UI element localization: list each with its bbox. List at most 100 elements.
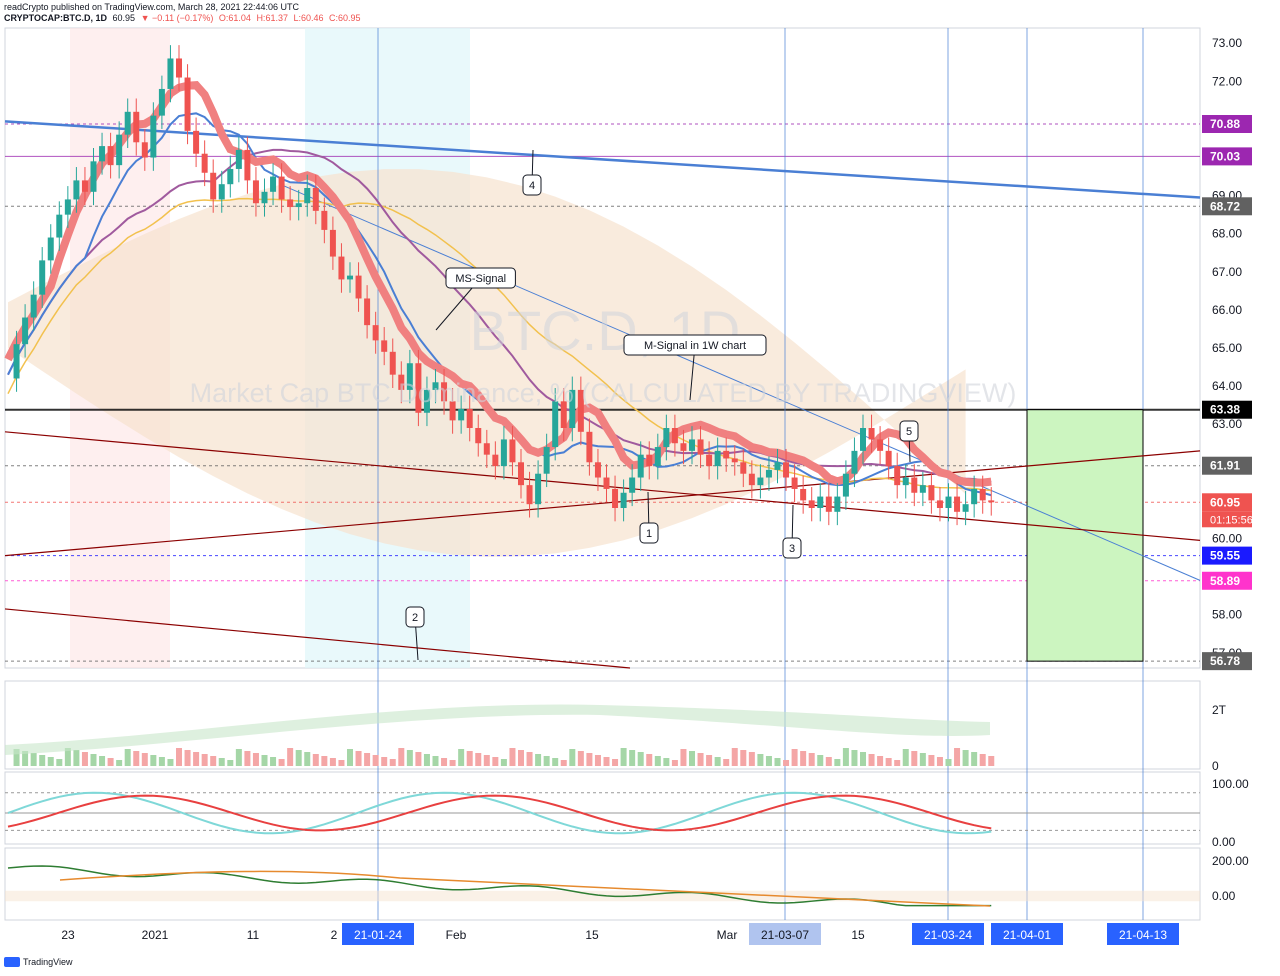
candle xyxy=(278,176,285,200)
candle xyxy=(748,473,755,486)
volume-bar xyxy=(535,754,542,766)
volume-bar xyxy=(201,754,208,766)
volume-bar xyxy=(834,759,841,766)
candle xyxy=(441,382,448,402)
candle xyxy=(860,428,866,451)
publisher-line: readCrypto published on TradingView.com,… xyxy=(4,2,300,12)
volume-bar xyxy=(518,750,524,766)
osc-line-slow xyxy=(7,794,992,832)
candle xyxy=(791,477,798,489)
volume-tick-label: 2T xyxy=(1212,703,1227,717)
price-label-bg xyxy=(1202,456,1252,475)
candle xyxy=(261,191,268,204)
volume-bar xyxy=(39,755,46,766)
volume-bar xyxy=(184,750,191,766)
volume-bar xyxy=(842,748,849,766)
volume-tick-label: 0 xyxy=(1212,759,1219,773)
candle xyxy=(518,462,524,486)
volume-bar xyxy=(73,750,80,766)
ma-purple xyxy=(7,148,992,483)
volume-bar xyxy=(791,749,798,766)
volume-bar xyxy=(954,748,961,766)
volume-bar xyxy=(971,752,978,766)
volume-bar xyxy=(227,760,234,766)
osc-tick-label: 100.00 xyxy=(1212,777,1249,791)
candle xyxy=(586,431,593,463)
volume-bar xyxy=(817,755,824,766)
volume-bar xyxy=(124,749,131,766)
price-label: 70.88 xyxy=(1210,117,1240,131)
trend-line-down xyxy=(279,183,1201,581)
candle xyxy=(569,389,576,428)
candle xyxy=(64,199,71,215)
candle xyxy=(885,450,892,467)
time-badge-label: 21-03-07 xyxy=(761,928,809,942)
candle xyxy=(167,58,174,89)
volume-bar xyxy=(851,750,858,766)
annotation-box xyxy=(899,420,919,442)
volume-bar xyxy=(483,755,490,766)
volume-bar xyxy=(543,756,550,766)
x-tick-label: Mar xyxy=(717,928,738,942)
candle xyxy=(928,485,935,501)
candle xyxy=(535,473,542,505)
candle xyxy=(22,317,29,345)
candle xyxy=(47,237,54,261)
candle xyxy=(919,485,926,493)
time-badge-bg xyxy=(749,923,821,945)
volume-bar xyxy=(868,754,875,766)
volume-bar xyxy=(757,754,764,766)
time-badge-bg xyxy=(912,923,984,945)
candle xyxy=(304,188,311,204)
symbol-line: CRYPTOCAP:BTC.D, 1D 60.95 ▼ −0.11 (−0.17… xyxy=(4,13,364,24)
price-label-bg xyxy=(1202,115,1252,133)
volume-bar xyxy=(347,749,353,766)
volume-pane xyxy=(4,680,1201,770)
volume-bar xyxy=(338,760,345,766)
candle xyxy=(954,496,961,512)
volume-bar xyxy=(398,748,405,766)
candle xyxy=(458,408,465,421)
candle xyxy=(808,500,815,508)
volume-bar xyxy=(406,750,413,766)
volume-bar xyxy=(552,758,559,766)
candle xyxy=(81,180,88,192)
volume-bar xyxy=(663,758,670,766)
volume-bar xyxy=(654,756,661,766)
candle xyxy=(295,203,302,208)
time-badge-label: 21-03-24 xyxy=(924,928,972,942)
volume-bar xyxy=(919,753,926,766)
candle xyxy=(176,58,182,78)
volume-bar xyxy=(261,755,268,766)
volume-bar xyxy=(962,750,969,766)
annotation-box xyxy=(623,334,767,356)
x-tick-label: 11 xyxy=(247,928,260,942)
price-label: 61.91 xyxy=(1210,459,1240,473)
annotation-label: 2 xyxy=(412,612,418,624)
candle xyxy=(415,363,422,413)
x-tick-label: Feb xyxy=(446,928,467,942)
volume-cloud xyxy=(5,704,990,755)
candle xyxy=(423,389,430,413)
time-badge-label: 21-04-01 xyxy=(1003,928,1051,942)
candle xyxy=(381,340,388,352)
channel-line-lower xyxy=(4,608,631,669)
ma-red-ribbon xyxy=(4,81,992,487)
price-label: 68.72 xyxy=(1210,199,1240,213)
candle xyxy=(133,111,140,143)
volume-bar xyxy=(740,750,747,766)
volume-bar xyxy=(90,754,97,766)
candle xyxy=(663,428,670,448)
volume-bar xyxy=(492,757,499,766)
volume-bar xyxy=(894,760,901,766)
price-label-bg xyxy=(1202,400,1252,419)
candle xyxy=(962,504,969,512)
volume-bar xyxy=(594,755,601,766)
candle xyxy=(372,325,379,341)
candle xyxy=(210,172,217,200)
candle xyxy=(697,439,704,455)
candle xyxy=(184,77,191,131)
y-tick-label: 66.00 xyxy=(1212,303,1242,317)
y-tick-label: 73.00 xyxy=(1212,36,1242,50)
